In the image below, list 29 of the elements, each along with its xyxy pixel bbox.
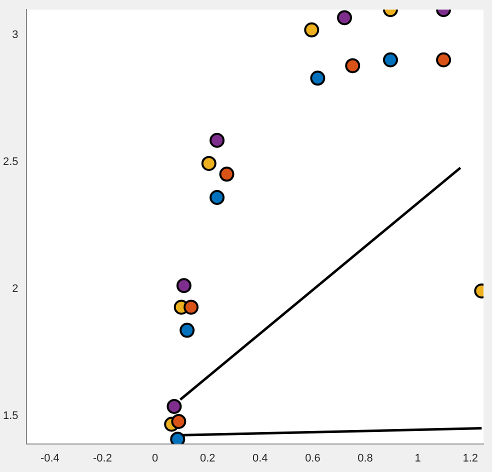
point <box>210 190 225 205</box>
x-tick-label: 0 <box>152 452 158 464</box>
x-tick-label: 1.2 <box>462 452 478 464</box>
x-tick-label: 0.2 <box>200 452 216 464</box>
point <box>171 414 186 429</box>
point <box>184 300 199 315</box>
point <box>436 52 452 68</box>
y-tick-label: 1.5 <box>2 410 18 422</box>
x-tick-label: 0.6 <box>305 452 320 464</box>
point <box>166 398 182 414</box>
point <box>382 52 398 68</box>
point <box>310 70 326 86</box>
y-tick-label: 2.5 <box>2 156 18 168</box>
point <box>337 10 352 26</box>
point <box>345 58 360 74</box>
point <box>210 132 225 148</box>
point <box>219 166 234 182</box>
y-tick-label: 3 <box>12 29 18 42</box>
point <box>201 156 216 171</box>
point <box>170 432 186 444</box>
x-tick-label: 0.4 <box>252 452 268 464</box>
x-tick-label: 0.8 <box>358 452 373 464</box>
point <box>180 322 195 338</box>
y-tick-label: 2 <box>12 282 18 295</box>
point <box>176 278 192 294</box>
x-tick-label: -0.2 <box>93 452 112 464</box>
x-tick-label: 1 <box>414 452 421 464</box>
point <box>304 22 320 38</box>
x-tick-label: -0.4 <box>40 452 60 464</box>
